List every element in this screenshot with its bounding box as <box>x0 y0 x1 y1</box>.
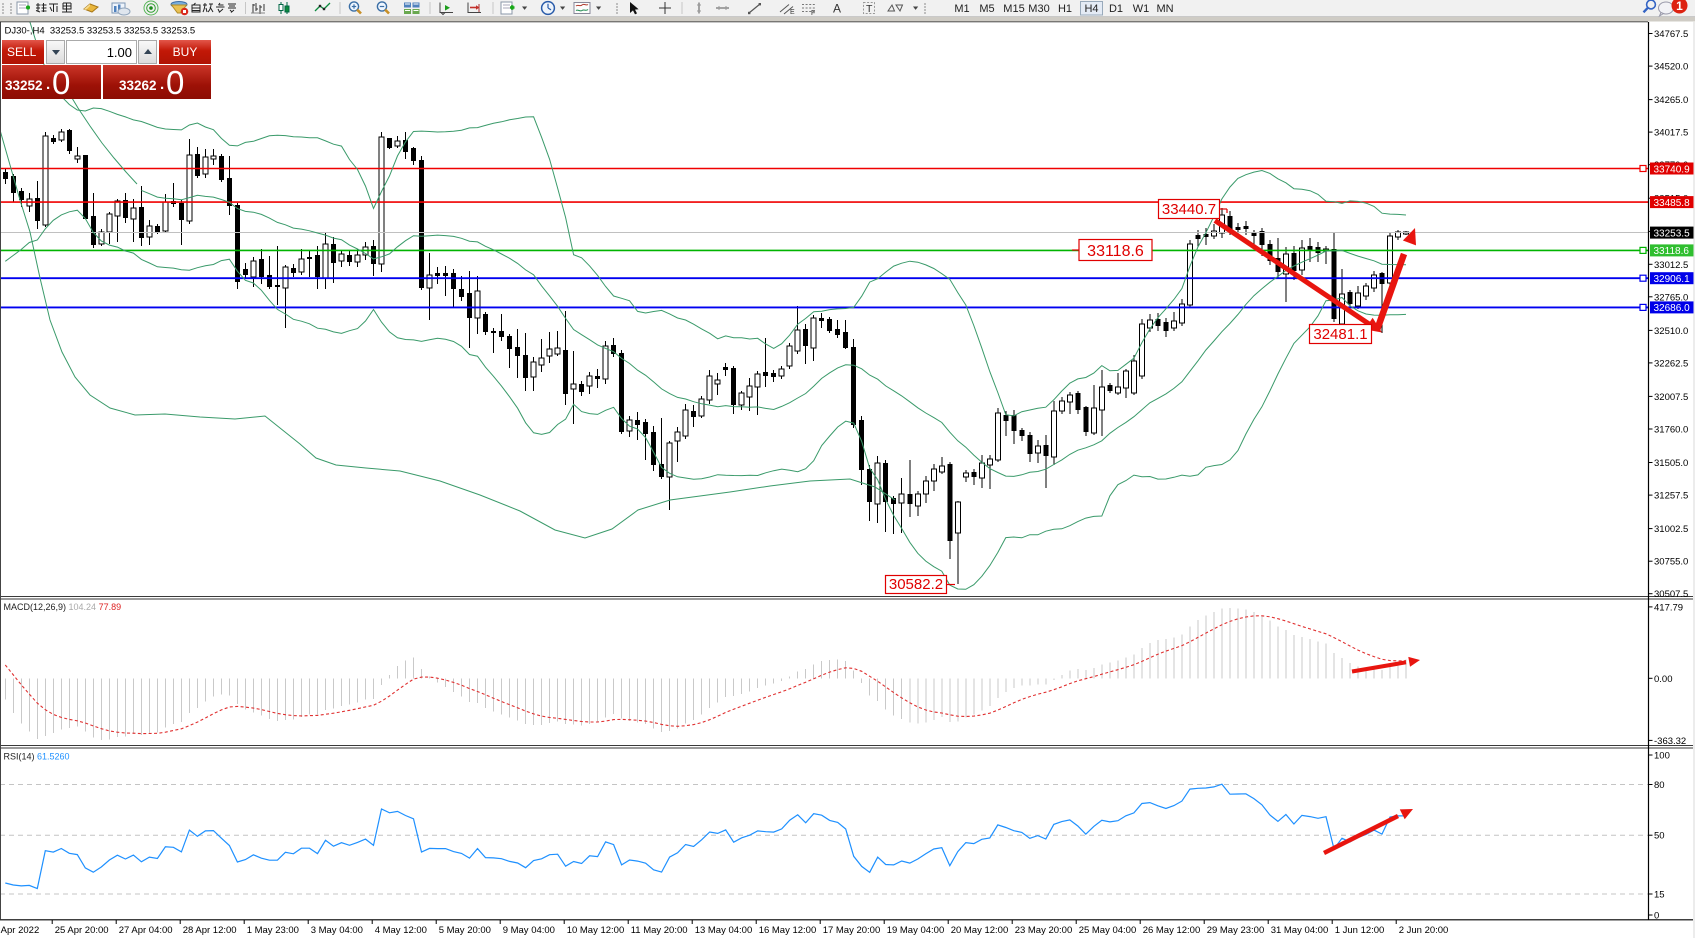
svg-text:0: 0 <box>1654 911 1659 922</box>
svg-text:17 May 20:00: 17 May 20:00 <box>823 925 881 936</box>
svg-text:32481.1: 32481.1 <box>1313 326 1367 343</box>
svg-text:11 May 20:00: 11 May 20:00 <box>631 925 688 936</box>
svg-text:MACD(12,26,9) 104.24 77.89: MACD(12,26,9) 104.24 77.89 <box>4 602 122 612</box>
svg-text:32686.0: 32686.0 <box>1654 303 1691 314</box>
svg-text:32262.5: 32262.5 <box>1654 358 1688 369</box>
svg-text:32007.5: 32007.5 <box>1654 392 1688 403</box>
svg-text:25 Apr 2022: 25 Apr 2022 <box>0 925 39 936</box>
svg-text:30507.5: 30507.5 <box>1654 589 1688 600</box>
svg-text:34017.5: 34017.5 <box>1654 128 1688 139</box>
svg-text:1 May 23:00: 1 May 23:00 <box>247 925 299 936</box>
svg-text:31002.5: 31002.5 <box>1654 524 1688 535</box>
svg-text:DJ30-,H4 33253.5 33253.5 3325: DJ30-,H4 33253.5 33253.5 33253.5 33253.5 <box>5 26 196 37</box>
svg-text:2 Jun 20:00: 2 Jun 20:00 <box>1399 925 1449 936</box>
svg-text:0.00: 0.00 <box>1654 674 1673 685</box>
svg-text:33118.6: 33118.6 <box>1654 246 1690 257</box>
svg-text:15: 15 <box>1654 890 1665 901</box>
svg-text:T: T <box>866 3 873 15</box>
svg-text:31 May 04:00: 31 May 04:00 <box>1271 925 1329 936</box>
svg-text:5 May 20:00: 5 May 20:00 <box>439 925 491 936</box>
svg-text:33440.7: 33440.7 <box>1162 201 1216 218</box>
svg-text:100: 100 <box>1654 751 1670 762</box>
svg-text:RSI(14) 61.5260: RSI(14) 61.5260 <box>4 752 70 762</box>
svg-text:20 May 12:00: 20 May 12:00 <box>951 925 1009 936</box>
svg-text:M15: M15 <box>1003 3 1024 15</box>
svg-text:31760.0: 31760.0 <box>1654 425 1688 436</box>
svg-text:9 May 04:00: 9 May 04:00 <box>503 925 555 936</box>
svg-text:3 May 04:00: 3 May 04:00 <box>311 925 363 936</box>
svg-text:30582.2: 30582.2 <box>889 576 943 593</box>
svg-text:13 May 04:00: 13 May 04:00 <box>695 925 753 936</box>
svg-text:19 May 04:00: 19 May 04:00 <box>887 925 945 936</box>
svg-text:D1: D1 <box>1109 3 1123 15</box>
svg-text:80: 80 <box>1654 780 1665 791</box>
svg-text:1: 1 <box>1676 0 1683 13</box>
svg-text:31257.5: 31257.5 <box>1654 491 1688 502</box>
svg-text:29 May 23:00: 29 May 23:00 <box>1207 925 1265 936</box>
svg-text:MN: MN <box>1156 3 1173 15</box>
svg-text:33253.5: 33253.5 <box>1654 228 1691 239</box>
svg-text:50: 50 <box>1654 831 1665 842</box>
svg-text:30755.0: 30755.0 <box>1654 557 1688 568</box>
svg-text:32765.0: 32765.0 <box>1654 292 1688 303</box>
svg-text:H4: H4 <box>1084 3 1098 15</box>
svg-text:M30: M30 <box>1028 3 1049 15</box>
svg-text:417.79: 417.79 <box>1654 602 1683 613</box>
svg-text:33740.9: 33740.9 <box>1654 164 1691 175</box>
svg-text:25 Apr 20:00: 25 Apr 20:00 <box>55 925 109 936</box>
svg-text:26 May 12:00: 26 May 12:00 <box>1143 925 1201 936</box>
svg-text:23 May 20:00: 23 May 20:00 <box>1015 925 1073 936</box>
svg-text:34265.0: 34265.0 <box>1654 95 1688 106</box>
svg-text:10 May 12:00: 10 May 12:00 <box>567 925 625 936</box>
svg-text:16 May 12:00: 16 May 12:00 <box>759 925 817 936</box>
svg-text:25 May 04:00: 25 May 04:00 <box>1079 925 1137 936</box>
svg-text:1 Jun 12:00: 1 Jun 12:00 <box>1335 925 1385 936</box>
svg-text:F: F <box>811 10 815 17</box>
svg-text:34520.0: 34520.0 <box>1654 62 1688 73</box>
svg-text:4 May 12:00: 4 May 12:00 <box>375 925 427 936</box>
svg-text:32510.0: 32510.0 <box>1654 326 1688 337</box>
svg-text:M5: M5 <box>979 3 994 15</box>
svg-text:28 Apr 12:00: 28 Apr 12:00 <box>183 925 237 936</box>
svg-text:-363.32: -363.32 <box>1654 736 1686 747</box>
svg-text:H1: H1 <box>1058 3 1072 15</box>
svg-text:33485.8: 33485.8 <box>1654 198 1691 209</box>
svg-text:33012.5: 33012.5 <box>1654 260 1688 271</box>
svg-text:33118.6: 33118.6 <box>1087 243 1144 260</box>
svg-text:27 Apr 04:00: 27 Apr 04:00 <box>119 925 173 936</box>
svg-text:34767.5: 34767.5 <box>1654 29 1688 40</box>
svg-text:E: E <box>790 9 795 16</box>
svg-text:32906.1: 32906.1 <box>1654 274 1691 285</box>
svg-text:A: A <box>833 2 841 16</box>
svg-text:M1: M1 <box>954 3 969 15</box>
svg-text:W1: W1 <box>1133 3 1150 15</box>
svg-text:31505.0: 31505.0 <box>1654 458 1688 469</box>
